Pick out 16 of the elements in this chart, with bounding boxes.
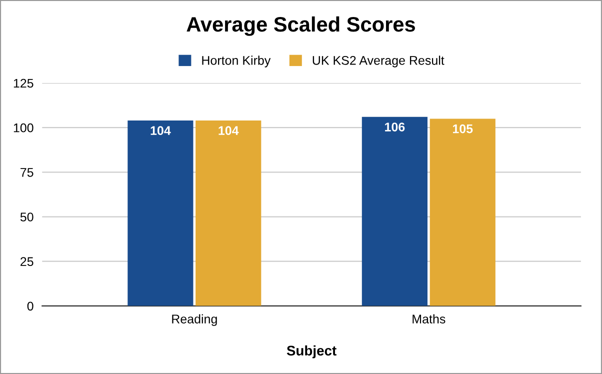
- legend-label: Horton Kirby: [202, 56, 271, 68]
- data-label: 105: [452, 124, 473, 134]
- x-axis-title: Subject: [286, 345, 336, 358]
- data-label: 104: [150, 126, 171, 136]
- y-tick-label: 125: [14, 78, 34, 88]
- x-tick-label: Reading: [172, 314, 217, 326]
- chart-title: Average Scaled Scores: [186, 16, 415, 36]
- y-tick-label: 100: [14, 123, 34, 132]
- legend-label: UK KS2 Average Result: [312, 56, 444, 68]
- x-tick-label: Maths: [412, 314, 446, 324]
- y-tick-label: 75: [20, 168, 34, 177]
- data-label: 104: [218, 126, 239, 136]
- y-tick-label: 0: [27, 302, 34, 311]
- data-label: 106: [385, 122, 405, 132]
- y-tick-label: 50: [20, 212, 34, 222]
- y-tick-label: 25: [20, 257, 34, 266]
